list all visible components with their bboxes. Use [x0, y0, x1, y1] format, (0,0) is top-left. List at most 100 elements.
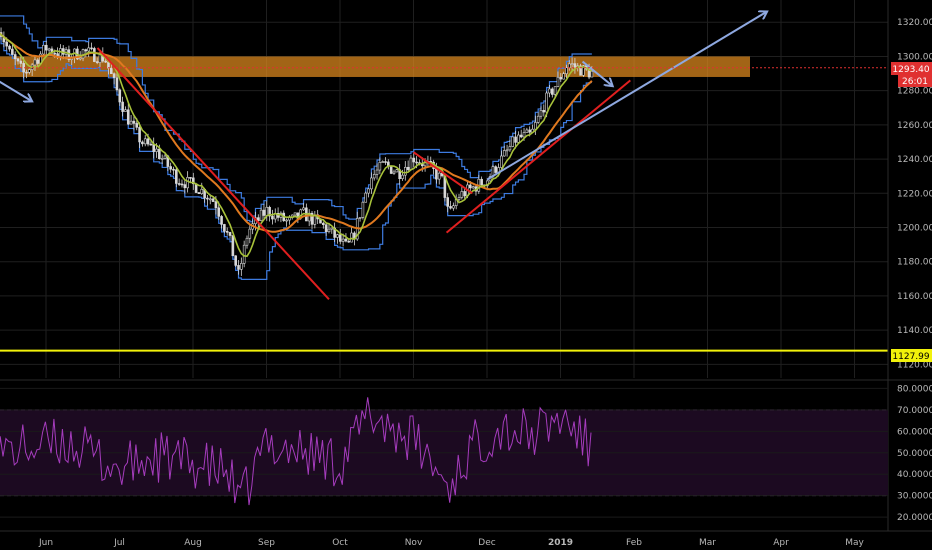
time-tick-label: Jul: [113, 538, 125, 548]
time-tick-label: Sep: [258, 538, 275, 548]
candle-body: [87, 47, 90, 52]
candle-body: [505, 149, 509, 152]
candle-body: [135, 123, 139, 128]
candle-body: [265, 206, 269, 216]
candle-body: [90, 47, 93, 50]
candle-body: [208, 198, 212, 201]
candle-body: [186, 177, 189, 189]
candle-body: [559, 76, 563, 80]
candle-body: [220, 216, 223, 225]
candle-body: [81, 49, 85, 59]
candle-body: [13, 54, 17, 60]
candle-body: [5, 41, 9, 47]
candle-body: [415, 161, 418, 164]
candle-body: [231, 235, 235, 257]
last-price-tag: 1293.40: [891, 62, 932, 75]
time-tick-label: Feb: [626, 538, 642, 548]
candle-body: [121, 101, 124, 112]
price-tick-label: 1120.00: [897, 360, 932, 370]
candle-body: [361, 201, 365, 218]
candle-body: [248, 228, 252, 239]
support-tag: 1127.99: [891, 349, 932, 362]
time-tick-label: 2019: [548, 538, 573, 548]
candle-body: [296, 212, 300, 219]
candle-body: [293, 212, 297, 216]
candle-body: [528, 129, 531, 133]
support-tag-bg: [891, 349, 932, 362]
candle-body: [514, 136, 517, 143]
candle-body: [138, 127, 141, 143]
candle-body: [336, 234, 339, 238]
candle-body: [228, 232, 232, 236]
autumn-trendline: [412, 151, 473, 195]
candle-body: [341, 238, 345, 242]
fast-moving-average: [0, 32, 593, 258]
candle-body: [214, 201, 218, 209]
candle-body: [389, 165, 393, 174]
candle-body: [372, 174, 376, 179]
candle-body: [47, 48, 51, 51]
candle-body: [344, 238, 348, 242]
candle-body: [480, 178, 483, 186]
candle-body: [149, 143, 153, 146]
time-tick-label: Apr: [773, 538, 789, 548]
candle-body: [262, 209, 266, 216]
rsi-tick-label: 20.0000: [897, 513, 932, 523]
candle-body: [367, 188, 370, 194]
candle-body: [508, 146, 512, 151]
candle-body: [115, 77, 119, 91]
candle-body: [234, 255, 237, 266]
time-tick-label: Aug: [184, 538, 202, 548]
candle-body: [556, 76, 560, 87]
price-tick-label: 1300.00: [897, 52, 932, 62]
candle-body: [225, 231, 229, 233]
candle-body: [534, 122, 537, 130]
candle-body: [217, 207, 221, 217]
candle-body: [257, 217, 260, 222]
time-tick-label: Oct: [332, 538, 348, 548]
candle-body: [268, 206, 271, 217]
time-axis: Jun Jul Aug Sep Oct Nov Dec 2019 Feb Mar Apr May: [38, 538, 865, 548]
countdown-tag: 26:01: [898, 75, 932, 87]
time-tick-label: Dec: [478, 538, 495, 548]
rsi-grid: [0, 387, 888, 518]
rsi-tick-label: 40.0000: [897, 470, 932, 480]
candle-body: [375, 169, 379, 175]
candle-body: [562, 73, 565, 80]
candle-body: [16, 58, 20, 62]
candle-body: [177, 183, 181, 185]
candle-body: [322, 222, 325, 226]
rsi-tick-label: 60.0000: [897, 427, 932, 437]
candle-body: [370, 177, 373, 190]
candle-body: [259, 209, 263, 222]
candle-body: [310, 212, 314, 225]
candle-body: [330, 227, 334, 230]
candle-body: [8, 45, 11, 50]
candle-body: [11, 48, 14, 55]
time-tick-label: May: [845, 538, 864, 548]
candle-body: [567, 63, 571, 69]
candle-body: [245, 237, 249, 246]
candle-body: [452, 205, 455, 209]
price-tick-label: 1140.00: [897, 326, 932, 336]
price-tick-label: 1200.00: [897, 223, 932, 233]
candle-body: [350, 232, 353, 243]
candle-body: [42, 44, 45, 55]
candle-body: [384, 161, 387, 163]
candle-body: [169, 166, 172, 170]
candle-body: [358, 217, 362, 219]
candle-body: [590, 71, 594, 78]
candle-body: [53, 52, 57, 55]
candle-body: [522, 132, 526, 138]
candle-body: [95, 61, 99, 63]
resistance-zone: [0, 56, 750, 77]
candle-body: [285, 219, 288, 222]
candle-body: [126, 109, 130, 125]
candle-body: [347, 240, 351, 243]
candle-body: [223, 224, 226, 232]
candle-body: [551, 88, 554, 95]
descending-trendline: [96, 47, 330, 300]
candle-body: [460, 191, 464, 198]
candle-body: [84, 49, 88, 52]
candle-body: [78, 57, 82, 60]
